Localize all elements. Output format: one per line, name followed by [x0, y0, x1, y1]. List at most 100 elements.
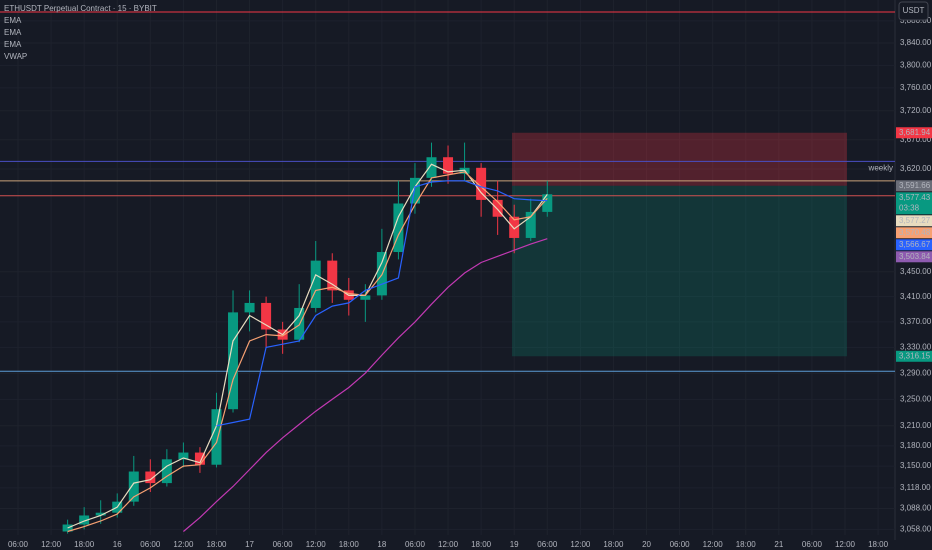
- x-tick-label: 17: [245, 540, 254, 549]
- x-tick-label: 12:00: [438, 540, 459, 549]
- indicator-line: [216, 180, 548, 427]
- y-tick-label: 3,150.00: [900, 461, 932, 470]
- chart-title: ETHUSDT Perpetual Contract · 15 · BYBIT: [4, 4, 157, 13]
- x-tick-label: 12:00: [306, 540, 327, 549]
- y-tick-label: 3,670.00: [900, 135, 932, 144]
- price-label-bg: [896, 227, 932, 239]
- y-tick-label: 3,088.00: [900, 504, 932, 513]
- x-tick-label: 12:00: [41, 540, 62, 549]
- legend-entry: EMA: [4, 28, 22, 37]
- x-tick-label: 20: [642, 540, 651, 549]
- candle-body: [409, 177, 420, 204]
- y-tick-label: 3,800.00: [900, 60, 932, 69]
- x-tick-label: 12:00: [835, 540, 856, 549]
- price-label-bg: [896, 127, 932, 139]
- x-tick-label: 06:00: [405, 540, 426, 549]
- y-tick-label: 3,720.00: [900, 106, 932, 115]
- candle-body: [443, 157, 454, 174]
- y-tick-label: 3,330.00: [900, 342, 932, 351]
- candle-body: [244, 302, 255, 313]
- candle-body: [145, 471, 156, 484]
- legend-entry: EMA: [4, 16, 22, 25]
- candle-body: [393, 203, 404, 253]
- candle-body: [211, 409, 222, 465]
- x-tick-label: 06:00: [537, 540, 558, 549]
- y-tick-label: 3,210.00: [900, 421, 932, 430]
- candle-body: [161, 459, 172, 484]
- price-label: 3,503.84: [899, 252, 931, 261]
- x-tick-label: 18:00: [736, 540, 757, 549]
- candle-body: [476, 167, 487, 200]
- y-tick-label: 3,760.00: [900, 83, 932, 92]
- legend-entry: EMA: [4, 40, 22, 49]
- price-label: 3,681.94: [899, 128, 931, 137]
- indicator-line: [67, 171, 548, 533]
- candle-body: [426, 157, 437, 178]
- price-label: 3,577.27: [899, 216, 931, 225]
- candle-body: [542, 194, 553, 212]
- legend-entry: VWAP: [4, 52, 27, 61]
- price-label-bg: [896, 215, 932, 227]
- candle-body: [360, 295, 371, 300]
- currency-button[interactable]: [898, 1, 929, 21]
- candle-body: [327, 260, 338, 291]
- price-label-bg: [896, 350, 932, 362]
- candle-body: [525, 211, 536, 238]
- x-tick-label: 18:00: [868, 540, 889, 549]
- candle-body: [79, 515, 90, 525]
- y-tick-label: 3,290.00: [900, 368, 932, 377]
- x-tick-label: 18:00: [339, 540, 360, 549]
- y-tick-label: 3,180.00: [900, 441, 932, 450]
- y-tick-label: 3,058.00: [900, 525, 932, 534]
- x-tick-label: 12:00: [173, 540, 194, 549]
- candle-body: [509, 216, 520, 238]
- x-tick-label: 06:00: [670, 540, 691, 549]
- x-tick-label: 12:00: [570, 540, 591, 549]
- x-tick-label: 16: [113, 540, 122, 549]
- price-label: 3,591.66: [899, 181, 931, 190]
- candle-body: [492, 199, 503, 217]
- x-tick-label: 18:00: [206, 540, 227, 549]
- candle-body: [261, 302, 272, 330]
- indicator-line: [183, 238, 548, 532]
- price-countdown: 03:38: [899, 203, 920, 212]
- price-label-bg: [896, 192, 932, 215]
- x-tick-label: 06:00: [140, 540, 161, 549]
- x-tick-label: 06:00: [802, 540, 823, 549]
- x-tick-label: 12:00: [703, 540, 724, 549]
- stop-zone: [512, 132, 847, 186]
- x-tick-label: 06:00: [273, 540, 294, 549]
- target-zone: [512, 185, 847, 357]
- y-tick-label: 3,250.00: [900, 394, 932, 403]
- x-tick-label: 19: [510, 540, 519, 549]
- x-tick-label: 06:00: [8, 540, 29, 549]
- candle-body: [178, 452, 189, 460]
- candle-body: [95, 512, 106, 516]
- price-label: 3,566.67: [899, 240, 931, 249]
- price-label-bg: [896, 251, 932, 263]
- price-label-bg: [896, 180, 932, 192]
- price-label: 3,577.43: [899, 193, 931, 202]
- x-tick-label: 18:00: [471, 540, 492, 549]
- x-tick-label: 18:00: [603, 540, 624, 549]
- price-label-bg: [896, 239, 932, 251]
- y-tick-label: 3,840.00: [900, 38, 932, 47]
- candle-body: [128, 471, 139, 502]
- x-tick-label: 21: [774, 540, 783, 549]
- y-tick-label: 3,118.00: [900, 483, 931, 492]
- line-label: weekly: [868, 163, 893, 172]
- candle-body: [228, 312, 239, 410]
- y-tick-label: 3,620.00: [900, 164, 932, 173]
- candle-body: [310, 260, 321, 308]
- y-tick-label: 3,370.00: [900, 317, 932, 326]
- x-tick-label: 18:00: [74, 540, 95, 549]
- price-label: 3,570.48: [899, 228, 931, 237]
- candle-body: [194, 452, 205, 465]
- y-tick-label: 3,450.00: [900, 267, 932, 276]
- y-tick-label: 3,410.00: [900, 292, 932, 301]
- currency[interactable]: USDT: [903, 6, 925, 15]
- price-label: 3,316.15: [899, 351, 931, 360]
- x-tick-label: 18: [377, 540, 386, 549]
